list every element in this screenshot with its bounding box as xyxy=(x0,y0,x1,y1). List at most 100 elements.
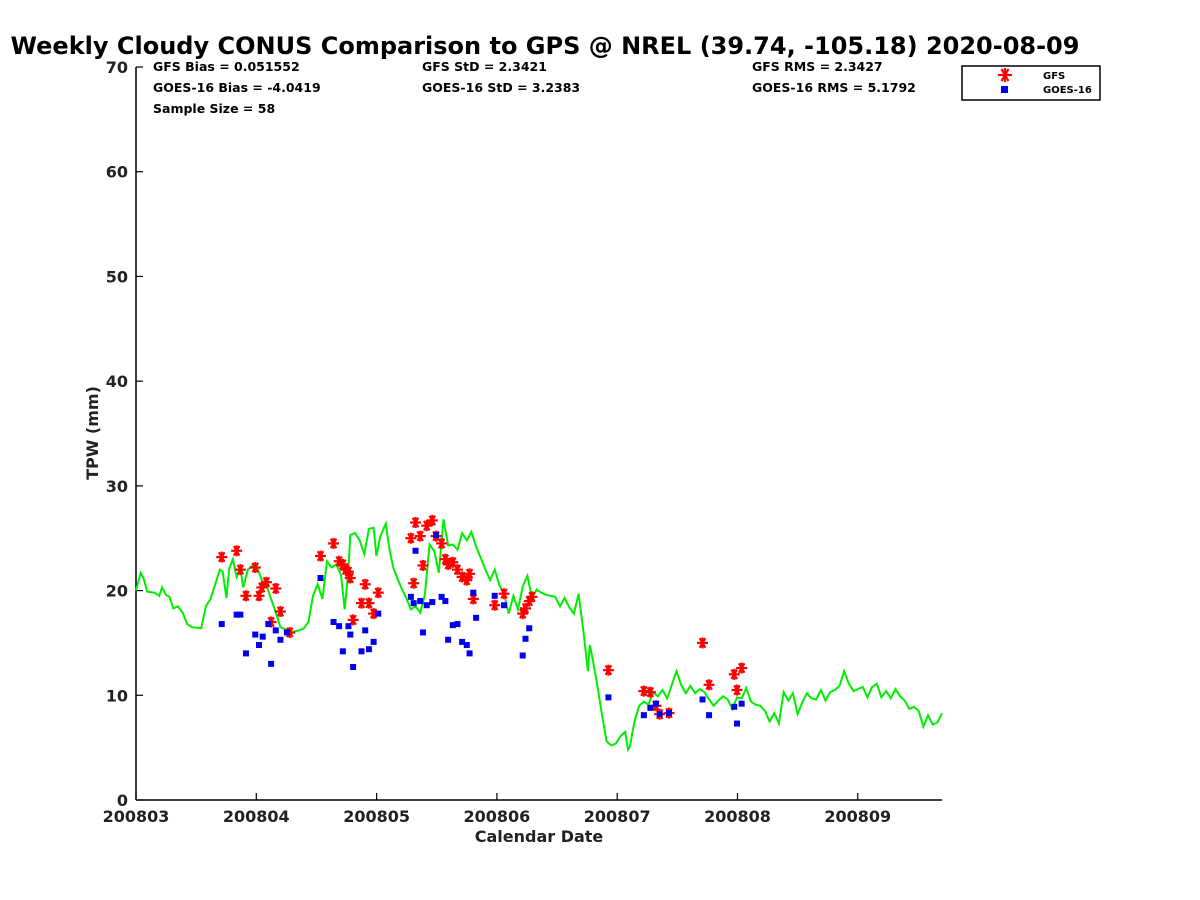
gfs-series xyxy=(216,514,748,720)
x-tick-label: 200809 xyxy=(824,807,891,826)
goes-point xyxy=(665,710,672,717)
goes-point xyxy=(522,635,529,642)
y-axis-label: TPW (mm) xyxy=(83,386,102,480)
gfs-point xyxy=(270,582,282,594)
gfs-bias-stat: GFS Bias = 0.051552 xyxy=(153,59,300,74)
goes-point xyxy=(336,623,343,630)
gfs-point xyxy=(359,578,371,590)
gfs-point xyxy=(240,590,252,602)
x-tick-label: 200804 xyxy=(223,807,290,826)
goes-point xyxy=(738,700,745,707)
goes-point xyxy=(459,638,466,645)
gfs-point xyxy=(216,551,228,563)
goes-point xyxy=(370,638,377,645)
goes-point xyxy=(656,711,663,718)
goes-point xyxy=(419,629,426,636)
gfs-point xyxy=(328,537,340,549)
goes-point xyxy=(339,648,346,655)
goes-point xyxy=(463,642,470,649)
gfs-point xyxy=(249,562,261,574)
goes-point xyxy=(640,712,647,719)
gfs-point xyxy=(703,679,715,691)
gfs-point xyxy=(489,599,501,611)
goes-point xyxy=(454,621,461,628)
goes-point xyxy=(252,631,259,638)
goes-series xyxy=(218,532,745,727)
gfs-point xyxy=(526,591,538,603)
gfs-point xyxy=(314,550,326,562)
goes-point xyxy=(734,720,741,727)
goes-point xyxy=(233,611,240,618)
goes-point xyxy=(259,633,266,640)
goes-point xyxy=(706,712,713,719)
goes-point xyxy=(317,575,324,582)
goes-point xyxy=(445,636,452,643)
goes-point xyxy=(526,625,533,632)
sample-size-stat: Sample Size = 58 xyxy=(153,101,275,116)
x-tick-label: 200805 xyxy=(343,807,410,826)
goes-point xyxy=(407,593,414,600)
legend-goes-square-icon xyxy=(1001,86,1008,93)
goes-point xyxy=(365,646,372,653)
goes-point xyxy=(699,696,706,703)
gfs-point xyxy=(347,614,359,626)
goes-point xyxy=(519,652,526,659)
legend-box xyxy=(961,65,1101,101)
gfs-std-stat: GFS StD = 2.3421 xyxy=(422,59,547,74)
stats-block: GFS Bias = 0.051552 GOES-16 Bias = -4.04… xyxy=(153,59,916,116)
goes-point xyxy=(265,621,272,628)
gfs-point xyxy=(363,597,375,609)
goes-point xyxy=(423,602,430,609)
gfs-point xyxy=(231,545,243,557)
gfs-point xyxy=(697,637,709,649)
y-tick-label: 70 xyxy=(106,58,128,77)
goes-point xyxy=(605,694,612,701)
goes-point xyxy=(731,703,738,710)
gfs-point xyxy=(414,530,426,542)
chart-title: Weekly Cloudy CONUS Comparison to GPS @ … xyxy=(11,32,1080,60)
goes-point xyxy=(491,592,498,599)
y-tick-label: 40 xyxy=(106,372,128,391)
gfs-point xyxy=(253,590,265,602)
x-ticks: 200803 200804 200805 200806 200807 200808 2008… xyxy=(103,793,891,826)
y-tick-label: 10 xyxy=(106,686,128,705)
goes-point xyxy=(466,650,473,657)
legend-gfs-label: GFS xyxy=(1043,71,1065,82)
goes-point xyxy=(362,627,369,634)
gfs-point xyxy=(408,577,420,589)
goes-point xyxy=(272,627,279,634)
legend-goes-label: GOES-16 xyxy=(1043,85,1092,96)
gfs-point xyxy=(602,664,614,676)
goes-point xyxy=(268,660,275,667)
gfs-point xyxy=(498,588,510,600)
goes-point xyxy=(647,704,654,711)
goes-point xyxy=(438,593,445,600)
gfs-point xyxy=(644,686,656,698)
gfs-rms-stat: GFS RMS = 2.3427 xyxy=(752,59,883,74)
gfs-point xyxy=(461,574,473,586)
gfs-point xyxy=(234,564,246,576)
legend-gfs-star-icon xyxy=(998,68,1012,82)
gfs-point xyxy=(256,581,268,593)
goes-point xyxy=(283,629,290,636)
goes-point xyxy=(345,623,352,630)
legend-gfs-star xyxy=(998,68,1012,82)
goes-point xyxy=(237,611,244,618)
gfs-point xyxy=(467,593,479,605)
gfs-point xyxy=(728,668,740,680)
gfs-point xyxy=(260,576,272,588)
goes-point xyxy=(442,598,449,605)
goes-point xyxy=(501,602,508,609)
gfs-point xyxy=(421,520,433,532)
gfs-point xyxy=(436,537,448,549)
goes-point xyxy=(350,664,357,671)
goes-point xyxy=(255,642,262,649)
y-tick-label: 30 xyxy=(106,477,128,496)
x-tick-label: 200808 xyxy=(704,807,771,826)
y-tick-label: 0 xyxy=(117,791,128,810)
gfs-point xyxy=(342,566,354,578)
goes-point xyxy=(417,598,424,605)
gfs-point xyxy=(731,684,743,696)
gfs-point xyxy=(417,559,429,571)
